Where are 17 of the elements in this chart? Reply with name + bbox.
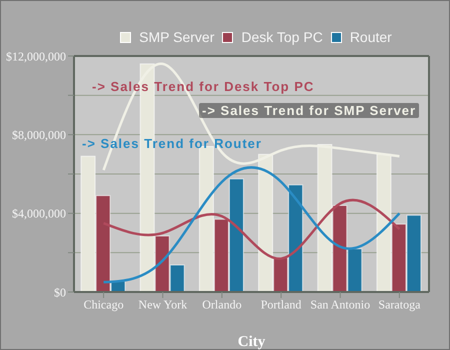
legend-label: SMP Server — [139, 29, 214, 45]
legend-label: Router — [350, 29, 392, 45]
y-tick-label: $4,000,000 — [12, 206, 66, 221]
series-label: -> Sales Trend for SMP Server — [199, 103, 420, 118]
x-tick-label: Chicago — [84, 298, 124, 312]
text: -> Sales Trend for Desk Top PC — [91, 79, 316, 94]
x-tick-label: Portland — [260, 298, 302, 312]
y-tick-label: $12,000,000 — [6, 49, 66, 64]
y-tick-label: $8,000,000 — [12, 128, 66, 142]
legend-label: Desk Top PC — [241, 29, 323, 45]
x-tick-label: Saratoga — [378, 298, 422, 312]
x-axis-title: City — [238, 334, 266, 350]
x-tick-label: New York — [138, 298, 188, 312]
x-tick-label: San Antonio — [310, 298, 370, 312]
series-label: -> Sales Trend for Router — [81, 136, 263, 151]
x-tick-label: Orlando — [202, 298, 242, 312]
y-tick-label: $0 — [54, 285, 66, 300]
